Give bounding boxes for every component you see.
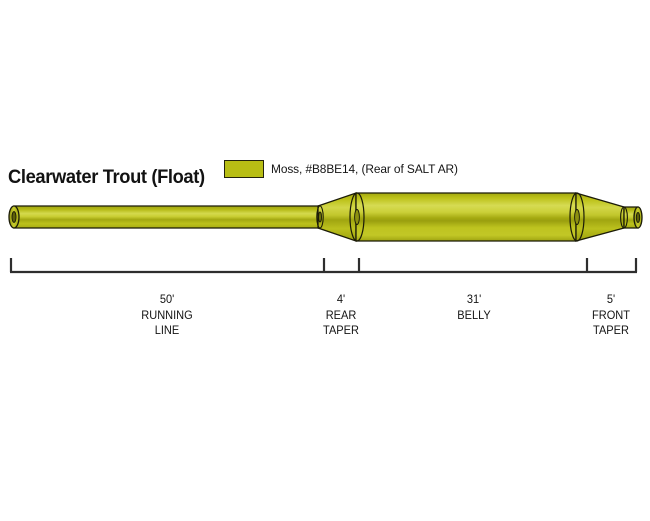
section-label-rear-taper: 4' REAR TAPER xyxy=(323,292,359,339)
joint-tip-start xyxy=(620,206,628,229)
segment-front-taper xyxy=(575,192,625,242)
joint-belly-start xyxy=(349,192,365,242)
section-name-belly-line1: BELLY xyxy=(457,308,491,322)
section-name-front-taper-line2: TAPER xyxy=(593,324,629,337)
fly-line-illustration xyxy=(0,178,650,264)
joint-front-taper-start xyxy=(569,192,585,242)
section-label-belly: 31' BELLY xyxy=(457,292,490,323)
section-label-front-taper: 5' FRONT TAPER xyxy=(592,292,630,339)
page-title: Clearwater Trout (Float) xyxy=(8,166,205,188)
legend-color-swatch xyxy=(224,160,264,178)
section-length-belly: 31' xyxy=(466,293,482,306)
joint-running-line-end xyxy=(8,205,20,229)
section-name-front-taper-line1: FRONT xyxy=(592,308,630,322)
segment-belly xyxy=(355,192,577,242)
joint-rear-taper-start xyxy=(316,205,324,229)
section-name-rear-taper-line1: REAR xyxy=(325,308,357,322)
section-name-running-line-line1: RUNNING xyxy=(141,308,193,322)
section-length-running-line: 50' xyxy=(159,293,175,306)
legend-label: Moss, #B8BE14, (Rear of SALT AR) xyxy=(271,162,458,176)
section-name-running-line-line2: LINE xyxy=(154,324,180,337)
measurement-scale xyxy=(0,252,650,282)
section-length-front-taper: 5' xyxy=(606,293,616,306)
legend: Moss, #B8BE14, (Rear of SALT AR) xyxy=(224,160,466,178)
section-name-rear-taper-line2: TAPER xyxy=(323,324,359,337)
segment-running-line xyxy=(13,205,321,229)
section-length-rear-taper: 4' xyxy=(336,293,346,306)
section-label-running-line: 50' RUNNING LINE xyxy=(141,292,192,339)
